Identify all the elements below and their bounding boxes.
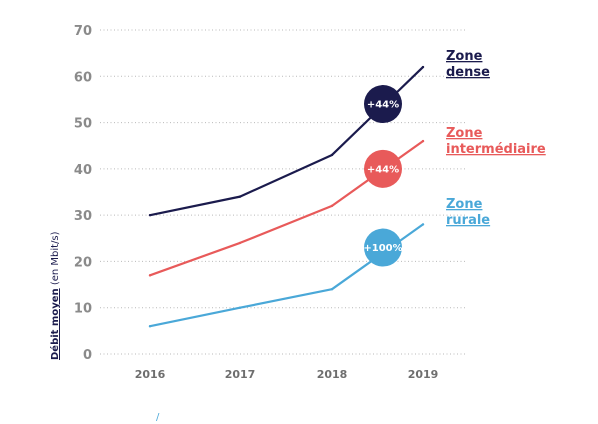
data-point [330, 288, 334, 291]
y-tick-label: 0 [83, 348, 92, 363]
data-point [421, 223, 425, 226]
grid-layer [100, 29, 466, 355]
series-label: Zone [446, 197, 483, 212]
series-label: intermédiaire [446, 142, 546, 157]
x-tick-label: 2017 [225, 368, 256, 381]
growth-badge-label: +44% [367, 100, 399, 111]
x-tick-label: 2016 [135, 368, 166, 381]
growth-badges: +44% +44% +100% [363, 85, 403, 267]
data-point [148, 274, 152, 277]
growth-badge [364, 228, 402, 267]
data-point [238, 241, 242, 245]
growth-badge-label: +100% [363, 243, 402, 254]
data-point [421, 65, 425, 69]
growth-badge-label: +44% [367, 164, 399, 175]
y-tick-label: 40 [74, 163, 92, 178]
data-point [330, 204, 334, 208]
data-point [238, 195, 242, 198]
y-tick-label: 60 [74, 70, 92, 85]
data-point [238, 306, 242, 309]
series-label: Zone [446, 126, 483, 141]
growth-badge [364, 149, 402, 188]
y-tick-label: 50 [74, 117, 92, 132]
data-point [421, 139, 425, 143]
x-tick-label: 2018 [317, 368, 348, 381]
y-tick-label: 20 [74, 255, 92, 270]
x-axis-ticks: 2016 2017 2018 2019 [135, 368, 439, 381]
x-tick-label: 2019 [408, 368, 439, 381]
y-axis-label-main: Débit moyen [49, 288, 61, 360]
y-tick-label: 10 [74, 302, 92, 317]
data-point [148, 213, 152, 217]
series-label: rurale [446, 213, 490, 228]
series-label: dense [446, 65, 490, 80]
y-tick-label: 30 [74, 209, 92, 224]
footer-mark: / [156, 412, 160, 423]
data-point [330, 153, 334, 157]
growth-badge [364, 85, 402, 124]
y-axis-label: Débit moyen (en Mbit/s) [49, 231, 61, 360]
y-axis-ticks: 0 10 20 30 40 50 60 70 [74, 24, 92, 363]
series-label: Zone [446, 49, 483, 64]
y-tick-label: 70 [74, 24, 92, 39]
y-axis-label-unit: (en Mbit/s) [50, 231, 61, 288]
data-point [148, 325, 152, 328]
